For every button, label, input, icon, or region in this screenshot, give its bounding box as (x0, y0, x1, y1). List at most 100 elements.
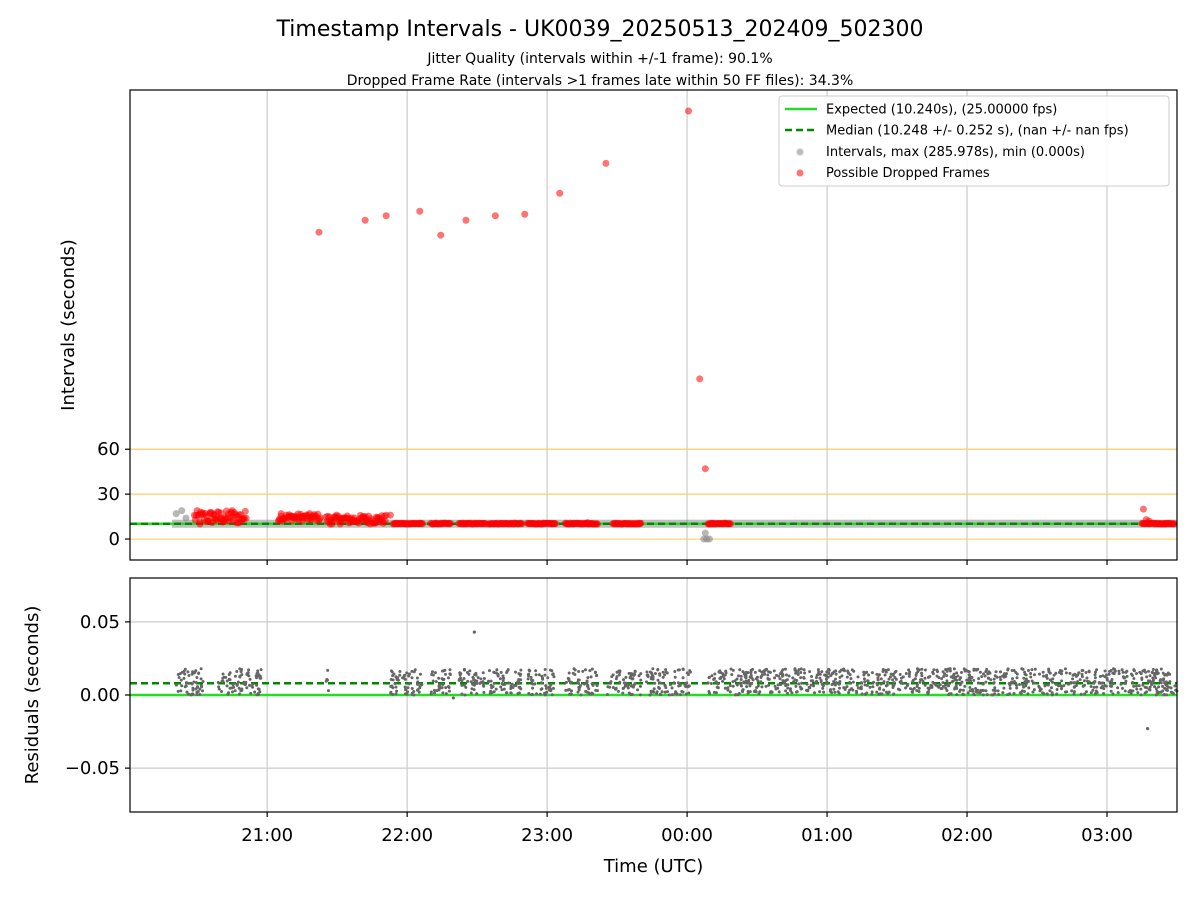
residual-point (877, 692, 881, 696)
residual-point (892, 681, 896, 685)
residual-point (500, 688, 504, 692)
residual-point (775, 673, 779, 677)
residual-point (1041, 691, 1045, 695)
residual-point (758, 669, 762, 673)
residual-point (952, 673, 956, 677)
residual-point (1060, 687, 1064, 691)
residual-point (721, 679, 725, 683)
residual-point (1057, 684, 1061, 688)
residual-point (576, 678, 580, 682)
residual-point (403, 692, 407, 696)
residual-point (918, 680, 922, 684)
residual-point (728, 690, 732, 694)
residual-point (1141, 683, 1145, 687)
residual-point (847, 691, 851, 695)
residual-point (872, 680, 876, 684)
residual-point (540, 681, 544, 685)
residual-point (1025, 681, 1029, 685)
residual-point (937, 676, 941, 680)
residual-point (193, 671, 197, 675)
residual-point (685, 671, 689, 675)
residual-point (870, 692, 874, 696)
residual-point (441, 682, 445, 686)
residual-point (1076, 680, 1080, 684)
residual-point (946, 684, 950, 688)
residual-point (673, 675, 677, 679)
dropped-frame-point (386, 511, 394, 519)
residual-point (829, 674, 833, 678)
residual-point (1105, 676, 1109, 680)
residual-point (1153, 674, 1157, 678)
residual-point (664, 668, 668, 672)
residual-point (639, 678, 643, 682)
residual-point (833, 690, 837, 694)
residual-point (621, 678, 625, 682)
residual-point (670, 686, 674, 690)
legend-intervals-swatch (796, 148, 804, 156)
residual-point (1105, 673, 1109, 677)
time-x-tick-label: 02:00 (941, 825, 993, 846)
residual-point (784, 683, 788, 687)
residual-point (1111, 692, 1115, 696)
residual-point (734, 693, 738, 697)
residual-point (1129, 691, 1133, 695)
residual-point (1136, 691, 1140, 695)
residual-point (446, 676, 450, 680)
residual-point (447, 689, 451, 693)
residual-point (217, 687, 221, 691)
residual-point (502, 687, 506, 691)
residual-point (658, 673, 662, 677)
residual-point (1165, 684, 1169, 688)
residual-point (887, 690, 891, 694)
residual-point (621, 686, 625, 690)
residual-point (1049, 686, 1053, 690)
residual-point (198, 687, 202, 691)
residual-points (174, 630, 1179, 731)
residual-point (651, 675, 655, 679)
residual-point (723, 686, 727, 690)
legend-dropped-swatch (796, 169, 804, 177)
residual-point (944, 686, 948, 690)
residual-point (842, 669, 846, 673)
residual-point (920, 671, 924, 675)
residual-point (834, 672, 838, 676)
residual-point (793, 668, 797, 672)
residual-point (871, 685, 875, 689)
residual-point (739, 677, 743, 681)
residual-point (1089, 685, 1093, 689)
residual-point (820, 682, 824, 686)
residual-point (543, 667, 547, 671)
residual-point (1043, 684, 1047, 688)
residual-point (618, 680, 622, 684)
residual-point (855, 691, 859, 695)
residual-point (984, 680, 988, 684)
residual-point (615, 670, 619, 674)
residual-point (185, 690, 189, 694)
residual-point (1024, 673, 1028, 677)
residual-point (963, 684, 967, 688)
residual-point (1002, 686, 1006, 690)
residual-point (616, 689, 620, 693)
residual-point (750, 681, 754, 685)
residual-point (1092, 680, 1096, 684)
residual-point (543, 673, 547, 677)
residual-point (879, 682, 883, 686)
residual-point (1077, 671, 1081, 675)
residual-point (809, 683, 813, 687)
residual-point (544, 686, 548, 690)
residual-point (437, 676, 441, 680)
residual-point (904, 671, 908, 675)
residual-point (1169, 686, 1173, 690)
residual-point (948, 667, 952, 671)
residual-point (777, 690, 781, 694)
residual-point (1054, 671, 1058, 675)
residual-point (514, 684, 518, 688)
residual-point (518, 673, 522, 677)
residual-point (739, 674, 743, 678)
residual-point (764, 684, 768, 688)
residual-point (845, 685, 849, 689)
residual-point (945, 679, 949, 683)
residuals-panel: −0.05 0.00 0.05 21:00 22:00 23:00 00:00 01:00 0… (22, 577, 1179, 877)
dropped-frame-point (217, 509, 225, 517)
residual-point (945, 669, 949, 673)
